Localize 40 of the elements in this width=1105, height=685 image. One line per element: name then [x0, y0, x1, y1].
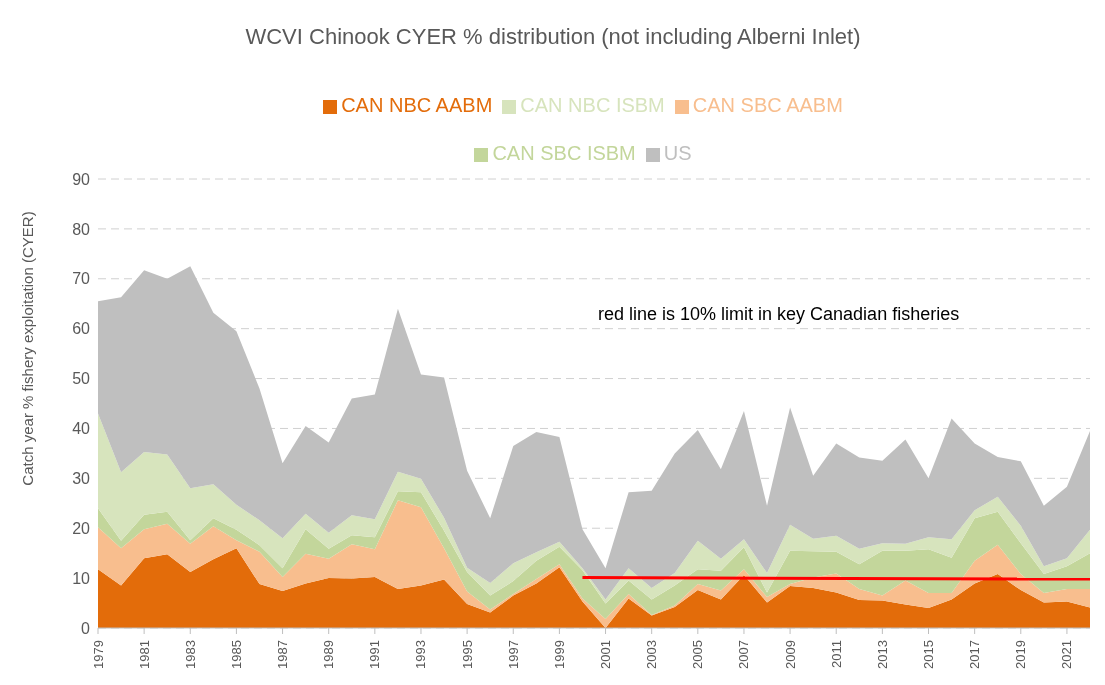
x-tick-label: 2007	[736, 640, 752, 669]
x-tick-label: 2003	[644, 640, 660, 669]
x-tick-label: 2011	[828, 640, 844, 668]
x-tick-label: 2017	[967, 640, 983, 669]
x-tick-label: 2015	[921, 640, 937, 669]
x-tick-label: 1989	[321, 640, 337, 669]
x-tick-label: 1987	[275, 640, 291, 669]
y-tick-label: 50	[72, 370, 91, 388]
x-tick-label: 1997	[505, 640, 521, 669]
y-tick-label: 90	[72, 170, 91, 188]
legend-label: CAN NBC AABM	[341, 94, 493, 116]
x-tick-label: 1995	[459, 640, 475, 669]
legend-label: CAN SBC ISBM	[492, 142, 636, 164]
legend-label: US	[663, 142, 692, 164]
y-tick-label: 0	[81, 619, 91, 637]
y-tick-label: 30	[72, 470, 91, 488]
x-tick-label: 2009	[782, 640, 798, 669]
x-tick-label: 2001	[598, 640, 614, 669]
legend-label: CAN NBC ISBM	[520, 94, 665, 116]
x-tick-label: 1999	[551, 640, 567, 669]
x-tick-label: 1981	[136, 640, 152, 669]
x-tick-label: 2019	[1013, 640, 1029, 669]
y-tick-label: 20	[72, 519, 91, 537]
chart-title: WCVI Chinook CYER % distribution (not including Alberni Inlet)	[244, 24, 862, 50]
y-tick-label: 70	[72, 270, 91, 288]
legend-label: CAN SBC AABM	[692, 94, 843, 116]
y-axis-title: Catch year % fishery exploitation (CYER)	[18, 210, 36, 486]
annotation: red line is 10% limit in key Canadian fisheries	[598, 304, 960, 325]
y-tick-label: 60	[72, 320, 91, 338]
y-tick-label: 10	[72, 569, 91, 587]
x-tick-label: 1979	[90, 640, 106, 669]
y-tick-label: 40	[72, 420, 91, 438]
x-tick-label: 1991	[367, 640, 383, 669]
x-tick-label: 2005	[690, 640, 706, 669]
x-tick-label: 1983	[182, 640, 198, 669]
x-tick-label: 1993	[413, 640, 429, 669]
x-tick-label: 2021	[1059, 640, 1075, 669]
y-tick-label: 80	[72, 220, 91, 238]
x-tick-label: 2013	[874, 640, 890, 669]
x-tick-label: 1985	[228, 640, 244, 669]
